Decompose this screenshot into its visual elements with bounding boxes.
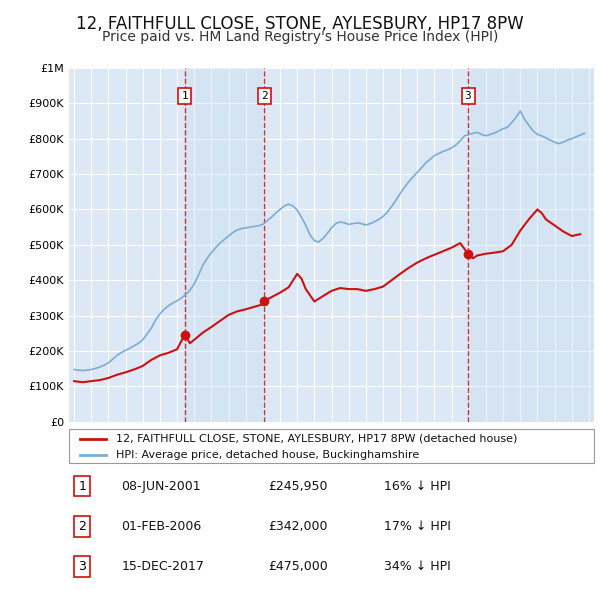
Text: 17% ↓ HPI: 17% ↓ HPI (384, 520, 451, 533)
Text: 12, FAITHFULL CLOSE, STONE, AYLESBURY, HP17 8PW: 12, FAITHFULL CLOSE, STONE, AYLESBURY, H… (76, 15, 524, 33)
Text: £245,950: £245,950 (269, 480, 328, 493)
Bar (185, 68, 264, 422)
Text: 16% ↓ HPI: 16% ↓ HPI (384, 480, 451, 493)
Text: £475,000: £475,000 (269, 560, 328, 573)
Text: 1: 1 (181, 91, 188, 101)
Text: Price paid vs. HM Land Registry's House Price Index (HPI): Price paid vs. HM Land Registry's House … (102, 30, 498, 44)
FancyBboxPatch shape (69, 429, 594, 463)
Text: HPI: Average price, detached house, Buckinghamshire: HPI: Average price, detached house, Buck… (116, 450, 419, 460)
Text: 08-JUN-2001: 08-JUN-2001 (121, 480, 201, 493)
Text: 34% ↓ HPI: 34% ↓ HPI (384, 560, 451, 573)
Text: 15-DEC-2017: 15-DEC-2017 (121, 560, 205, 573)
Text: 3: 3 (464, 91, 472, 101)
Text: 01-FEB-2006: 01-FEB-2006 (121, 520, 202, 533)
Text: 12, FAITHFULL CLOSE, STONE, AYLESBURY, HP17 8PW (detached house): 12, FAITHFULL CLOSE, STONE, AYLESBURY, H… (116, 434, 518, 444)
Bar (468, 68, 594, 422)
Text: 2: 2 (78, 520, 86, 533)
Text: 2: 2 (261, 91, 268, 101)
Text: 1: 1 (78, 480, 86, 493)
Text: £342,000: £342,000 (269, 520, 328, 533)
Text: 3: 3 (78, 560, 86, 573)
Bar (264, 68, 468, 422)
